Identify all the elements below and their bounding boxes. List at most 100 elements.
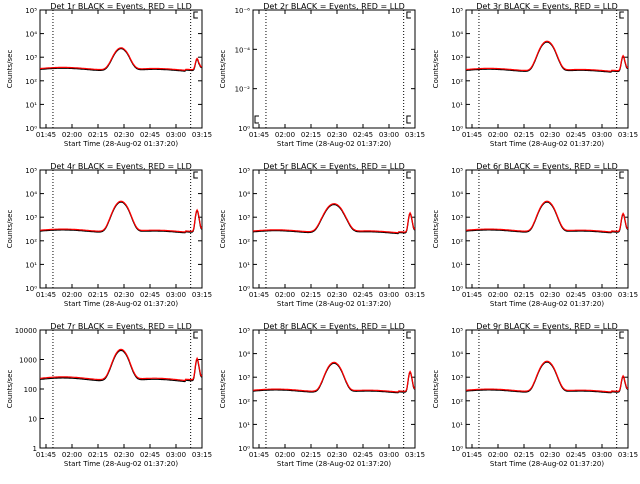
y-axis-label: Counts/sec [432,210,440,249]
x-tick-label: 03:00 [166,131,186,139]
chart-title: Det 6r BLACK = Events, RED = LLD [476,162,618,171]
interval-bracket-marker [193,171,198,179]
y-tick-label: 10³ [25,214,37,222]
x-tick-label: 02:00 [275,131,295,139]
y-tick-label: 10² [451,398,463,406]
y-axis-label: Counts/sec [432,50,440,89]
series-events-line [465,41,629,73]
x-tick-label: 02:30 [327,131,347,139]
x-tick-label: 02:45 [353,451,373,459]
x-tick-label: 02:30 [540,291,560,299]
x-tick-label: 03:15 [618,131,638,139]
y-tick-label: 10¹ [25,261,37,269]
y-axis-label: Counts/sec [6,50,14,89]
y-tick-label: 10² [451,238,463,246]
x-tick-label: 01:45 [36,451,56,459]
x-axis-label: Start Time (28-Aug-02 01:37:20) [277,460,391,468]
y-axis-label: Counts/sec [6,210,14,249]
x-tick-label: 02:45 [353,291,373,299]
series-lld-line [39,47,203,71]
chart-title: Det 1r BLACK = Events, RED = LLD [50,2,192,11]
y-tick-label: 10¹ [451,421,463,429]
y-tick-label: 10³ [238,374,250,382]
y-tick-label: 10⁻² [235,86,251,94]
chart-panel-6: Det 6r BLACK = Events, RED = LLD 10⁰ 10¹ 10… [432,162,638,308]
chart-title: Det 9r BLACK = Events, RED = LLD [476,322,618,331]
chart-title: Det 3r BLACK = Events, RED = LLD [476,2,618,11]
y-tick-label: 10¹ [25,101,37,109]
chart-panel-3: Det 3r BLACK = Events, RED = LLD 10⁰ 10¹ 10… [432,2,638,148]
x-tick-label: 03:00 [592,291,612,299]
chart-title: Det 8r BLACK = Events, RED = LLD [263,322,405,331]
x-tick-label: 01:45 [36,291,56,299]
y-tick-label: 1000 [19,357,37,365]
y-tick-label: 10⁰ [238,125,250,133]
y-tick-label: 10⁵ [238,327,250,335]
x-axis-label: Start Time (28-Aug-02 01:37:20) [490,460,604,468]
y-tick-label: 10³ [238,214,250,222]
x-tick-label: 02:45 [566,451,586,459]
y-tick-label: 10⁻⁶ [235,7,251,15]
y-tick-label: 10⁴ [451,31,463,39]
x-axis-label: Start Time (28-Aug-02 01:37:20) [490,140,604,148]
x-tick-label: 01:45 [249,451,269,459]
series-lld-line [252,203,416,234]
x-tick-label: 02:15 [88,131,108,139]
chart-panel-4: Det 4r BLACK = Events, RED = LLD 10⁰ 10¹ 10… [6,162,212,308]
x-tick-label: 02:30 [114,291,134,299]
y-tick-label: 10⁴ [25,191,37,199]
interval-bracket-marker [406,11,411,19]
y-tick-label: 10² [238,238,250,246]
series-events-line [465,201,629,234]
x-tick-label: 03:15 [192,291,212,299]
chart-panel-2: Det 2r BLACK = Events, RED = LLD 10⁰ 10⁻² 1… [219,2,425,148]
interval-bracket-marker [193,331,198,339]
y-tick-label: 10⁰ [451,125,463,133]
chart-panel-8: Det 8r BLACK = Events, RED = LLD 10⁰ 10¹ 10… [219,322,425,468]
x-tick-label: 01:45 [462,131,482,139]
x-tick-label: 03:00 [166,451,186,459]
x-tick-label: 03:15 [405,451,425,459]
x-axis-label: Start Time (28-Aug-02 01:37:20) [490,300,604,308]
x-tick-label: 02:15 [301,131,321,139]
plot-frame [252,9,416,129]
y-tick-label: 10¹ [238,261,250,269]
x-tick-label: 02:30 [540,131,560,139]
y-tick-label: 10³ [451,54,463,62]
x-tick-label: 01:45 [36,131,56,139]
x-tick-label: 02:15 [514,291,534,299]
interval-bracket-marker [406,171,411,179]
series-events-line [252,203,416,235]
series-lld-line [466,40,629,72]
chart-panel-5: Det 5r BLACK = Events, RED = LLD 10⁰ 10¹ 10… [219,162,425,308]
x-tick-label: 03:15 [192,131,212,139]
x-tick-label: 03:00 [379,291,399,299]
y-tick-label: 10⁰ [25,125,37,133]
x-tick-label: 02:15 [514,131,534,139]
x-tick-label: 03:00 [379,131,399,139]
y-axis-label: Counts/sec [432,370,440,409]
x-tick-label: 02:00 [62,451,82,459]
series-lld-line [40,200,203,233]
chart-panel-1: Det 1r BLACK = Events, RED = LLD 10⁰ 10¹ 10… [6,2,212,148]
y-axis-label: Counts/sec [6,370,14,409]
x-tick-label: 03:00 [592,131,612,139]
empty-bracket-marker [406,115,411,124]
y-axis-label: Counts/sec [219,210,227,249]
y-tick-label: 10⁰ [25,285,37,293]
x-tick-label: 03:00 [166,291,186,299]
y-tick-label: 10² [238,398,250,406]
x-tick-label: 02:00 [275,451,295,459]
x-tick-label: 02:00 [488,131,508,139]
x-tick-label: 03:15 [405,291,425,299]
x-tick-label: 01:45 [462,291,482,299]
x-tick-label: 02:45 [353,131,373,139]
interval-bracket-marker [619,331,624,339]
interval-bracket-marker [193,11,198,19]
x-tick-label: 02:30 [114,451,134,459]
x-tick-label: 02:00 [62,291,82,299]
y-tick-label: 10⁻⁴ [235,46,251,54]
series-lld-line [39,348,203,382]
interval-bracket-marker [406,331,411,339]
